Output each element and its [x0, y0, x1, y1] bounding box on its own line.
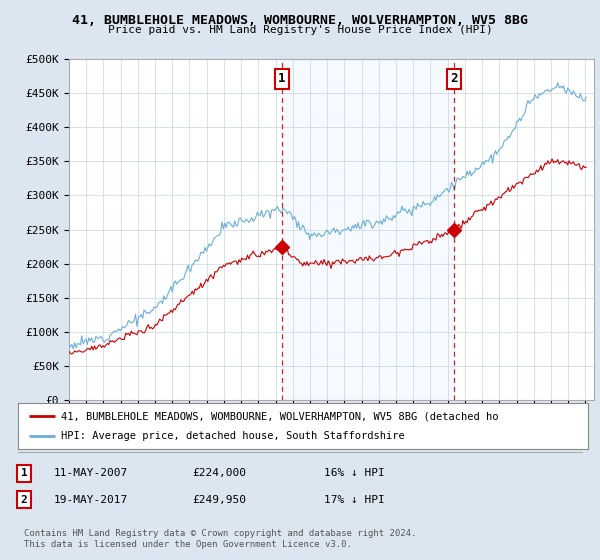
Bar: [282, 59, 454, 400]
Text: 16% ↓ HPI: 16% ↓ HPI: [324, 468, 385, 478]
Text: 19-MAY-2017: 19-MAY-2017: [54, 494, 128, 505]
Text: 1: 1: [20, 468, 28, 478]
Text: Contains HM Land Registry data © Crown copyright and database right 2024.
This d: Contains HM Land Registry data © Crown c…: [24, 529, 416, 549]
Text: 41, BUMBLEHOLE MEADOWS, WOMBOURNE, WOLVERHAMPTON, WV5 8BG: 41, BUMBLEHOLE MEADOWS, WOMBOURNE, WOLVE…: [72, 14, 528, 27]
Text: 2: 2: [20, 494, 28, 505]
Text: HPI: Average price, detached house, South Staffordshire: HPI: Average price, detached house, Sout…: [61, 431, 404, 441]
Text: 2: 2: [451, 72, 458, 86]
Text: 11-MAY-2007: 11-MAY-2007: [54, 468, 128, 478]
Text: £249,950: £249,950: [192, 494, 246, 505]
Text: 41, BUMBLEHOLE MEADOWS, WOMBOURNE, WOLVERHAMPTON, WV5 8BG (detached ho: 41, BUMBLEHOLE MEADOWS, WOMBOURNE, WOLVE…: [61, 411, 498, 421]
Text: 1: 1: [278, 72, 286, 86]
Text: £224,000: £224,000: [192, 468, 246, 478]
Text: Price paid vs. HM Land Registry's House Price Index (HPI): Price paid vs. HM Land Registry's House …: [107, 25, 493, 35]
Text: 17% ↓ HPI: 17% ↓ HPI: [324, 494, 385, 505]
